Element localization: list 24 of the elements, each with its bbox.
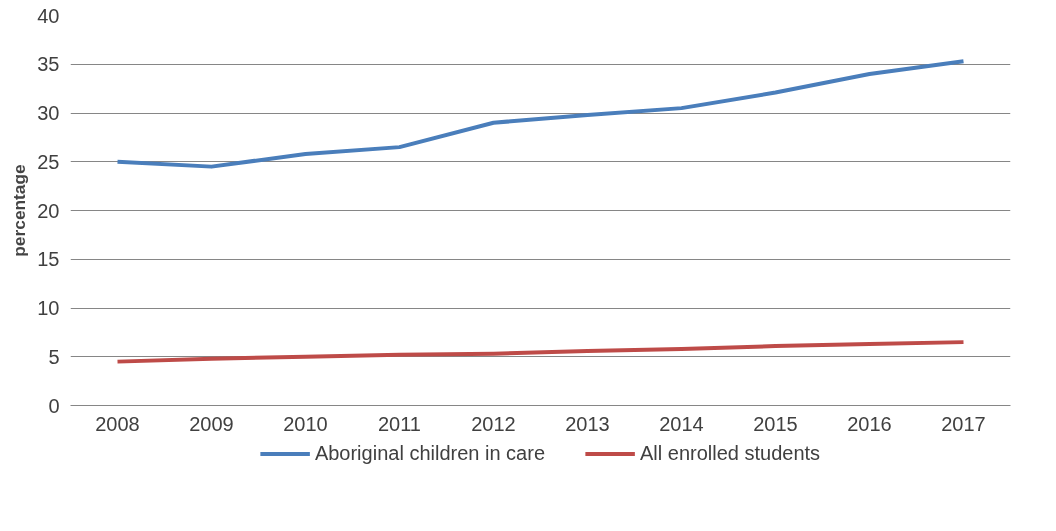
x-tick-label: 2016 bbox=[847, 412, 892, 435]
y-tick-label: 15 bbox=[37, 248, 60, 271]
y-tick-label: 20 bbox=[37, 199, 60, 222]
x-tick-label: 2012 bbox=[471, 412, 516, 435]
line-series bbox=[115, 340, 966, 364]
line-series bbox=[115, 59, 966, 169]
x-tick-label: 2017 bbox=[941, 412, 986, 435]
y-tick-label: 40 bbox=[37, 4, 60, 27]
legend-label: Aboriginal children in care bbox=[314, 441, 546, 465]
y-tick-label: 5 bbox=[48, 345, 60, 368]
legend-label: All enrolled students bbox=[640, 441, 821, 465]
x-tick-label: 2009 bbox=[189, 412, 234, 435]
y-tick-label: 25 bbox=[37, 150, 60, 173]
y-tick-label: 0 bbox=[48, 394, 60, 417]
x-tick-label: 2013 bbox=[565, 412, 610, 435]
x-tick-label: 2008 bbox=[95, 412, 140, 435]
y-tick-label: 10 bbox=[37, 297, 60, 319]
x-tick-label: 2011 bbox=[378, 412, 422, 435]
y-tick-label: 30 bbox=[37, 102, 60, 124]
x-tick-label: 2010 bbox=[283, 412, 328, 435]
y-axis-title: percentage bbox=[9, 163, 30, 257]
x-tick-label: 2015 bbox=[753, 412, 798, 435]
y-tick-label: 35 bbox=[37, 53, 60, 76]
x-tick-label: 2014 bbox=[659, 412, 704, 435]
